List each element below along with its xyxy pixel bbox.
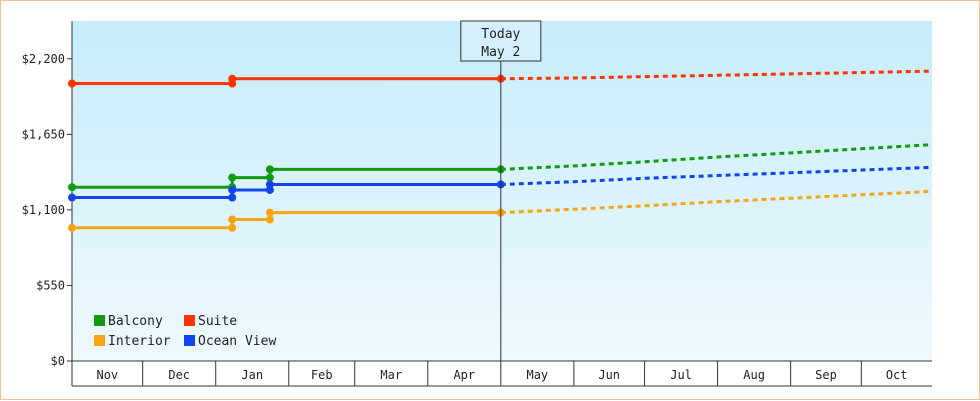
legend-label: Interior: [108, 334, 171, 349]
series-forecast-line: [500, 165, 933, 186]
data-point: [265, 208, 274, 217]
month-label: Apr: [453, 368, 475, 382]
y-tick-label: $1,650: [22, 127, 65, 141]
series-interior: [68, 189, 933, 232]
today-marker: Today May 2: [460, 20, 542, 361]
today-date: May 2: [481, 45, 520, 60]
month-label: Jul: [670, 368, 692, 382]
data-point: [68, 183, 76, 192]
series-suite: [68, 69, 933, 88]
data-point: [68, 193, 76, 202]
series-history-line: [72, 167, 501, 189]
series-forecast-line: [500, 69, 933, 81]
month-label: Oct: [886, 368, 908, 382]
y-axis: $0 $550 $1,100 $1,650 $2,200: [22, 21, 73, 368]
data-point: [228, 215, 237, 224]
month-label: Sep: [815, 368, 837, 382]
series-history-line: [72, 211, 501, 230]
data-point: [265, 215, 274, 224]
month-label: Jan: [241, 368, 263, 382]
month-label: Aug: [743, 368, 765, 382]
series-ocean-view: [68, 165, 933, 202]
legend-swatch: [94, 315, 105, 326]
data-point: [68, 223, 76, 232]
data-point: [228, 193, 237, 202]
month-label: Dec: [168, 368, 190, 382]
data-point: [265, 173, 274, 182]
data-point: [265, 180, 274, 189]
x-axis: Nov Dec Jan Feb Mar Apr May Jun Jul Aug Sep Oct: [71, 360, 932, 387]
series-forecast-line: [500, 189, 933, 215]
y-tick-label: $2,200: [22, 52, 65, 66]
data-point: [68, 79, 76, 88]
data-point: [228, 185, 237, 194]
series-forecast-line: [500, 143, 933, 171]
today-label: Today: [481, 27, 520, 42]
y-tick-label: $1,100: [22, 203, 65, 217]
legend: Balcony Suite Interior Ocean View: [94, 314, 276, 349]
legend-swatch: [184, 335, 195, 346]
y-tick-label: $550: [36, 278, 65, 292]
series-history-line: [72, 182, 501, 200]
data-point: [228, 74, 237, 83]
today-box: [460, 20, 542, 62]
month-label: Feb: [311, 368, 333, 382]
legend-label: Ocean View: [198, 334, 276, 349]
data-point: [265, 165, 274, 174]
y-tick-label: $0: [51, 354, 65, 368]
legend-label: Balcony: [108, 314, 163, 329]
data-point: [228, 223, 237, 232]
legend-swatch: [94, 335, 105, 346]
legend-swatch: [184, 315, 195, 326]
series-balcony: [68, 143, 933, 192]
data-point: [228, 173, 237, 182]
plot-background: [72, 21, 932, 361]
month-label: May: [526, 368, 548, 382]
series-lines: [68, 69, 933, 232]
month-label: Jun: [598, 368, 620, 382]
month-label: Mar: [380, 368, 402, 382]
month-label: Nov: [96, 368, 118, 382]
data-point: [265, 185, 274, 194]
legend-label: Suite: [198, 314, 237, 329]
